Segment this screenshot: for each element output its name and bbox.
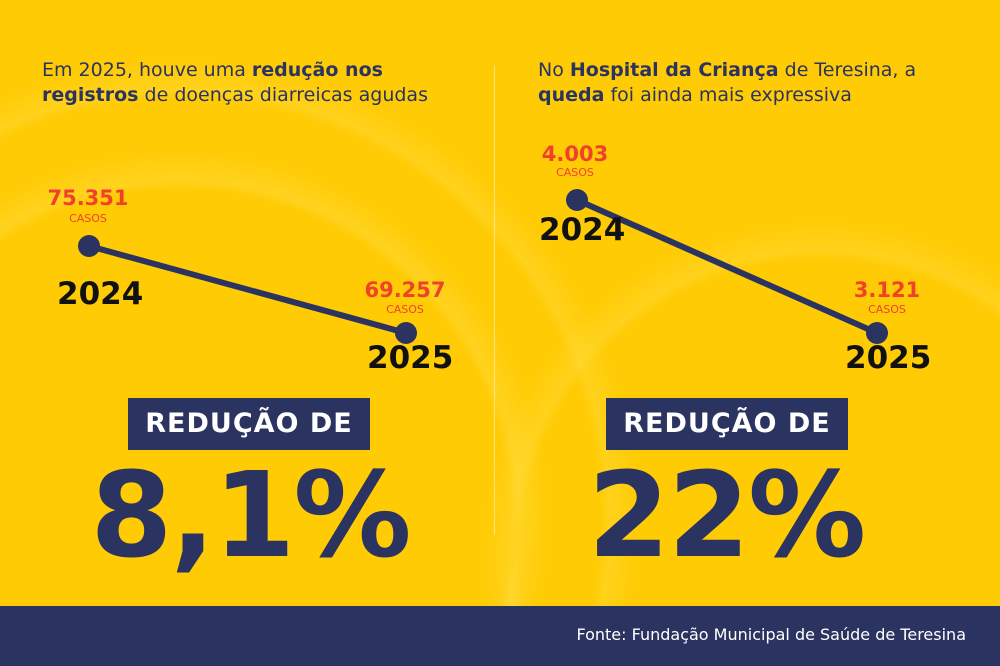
heading-text: Em 2025, houve uma — [42, 59, 252, 81]
heading-text: de Teresina, a — [778, 59, 917, 81]
heading-text: de doenças diarreicas agudas — [138, 84, 428, 106]
data-point-2025 — [866, 322, 888, 344]
heading-bold: queda — [538, 84, 605, 106]
data-point-2025 — [395, 322, 417, 344]
value-label-2024: 4.003 — [541, 142, 609, 166]
year-label-2024: 2024 — [539, 212, 626, 248]
heading-bold: Hospital da Criança — [569, 59, 779, 81]
data-point-2024 — [78, 235, 100, 257]
heading-bold: redução nos registros — [42, 59, 383, 106]
line-charts — [78, 189, 888, 344]
divider — [494, 65, 495, 535]
unit-label: CASOS — [868, 303, 906, 316]
heading-text: foi ainda mais expressiva — [604, 84, 852, 106]
right-heading: No Hospital da Criança de Teresina, a qu… — [538, 58, 958, 108]
year-label-2025: 2025 — [845, 340, 932, 376]
reduction-percent: 8,1% — [90, 446, 411, 584]
unit-label: CASOS — [69, 212, 107, 225]
year-label-2024: 2024 — [57, 276, 144, 312]
footer: Fonte: Fundação Municipal de Saúde de Te… — [0, 606, 1000, 666]
left-heading: Em 2025, houve uma redução nos registros… — [42, 58, 462, 108]
year-label-2025: 2025 — [367, 340, 454, 376]
value-label-2025: 69.257 — [364, 278, 446, 302]
value-label-2025: 3.121 — [853, 278, 921, 302]
data-point-2024 — [566, 189, 588, 211]
series-line — [575, 197, 879, 336]
series-line — [88, 243, 407, 336]
reduction-percent: 22% — [587, 446, 866, 584]
unit-label: CASOS — [556, 166, 594, 179]
reduction-badge: REDUÇÃO DE — [128, 398, 370, 450]
reduction-badge: REDUÇÃO DE — [606, 398, 848, 450]
value-label-2024: 75.351 — [47, 186, 129, 210]
heading-text: No — [538, 59, 570, 81]
source-text: Fonte: Fundação Municipal de Saúde de Te… — [576, 625, 966, 644]
unit-label: CASOS — [386, 303, 424, 316]
